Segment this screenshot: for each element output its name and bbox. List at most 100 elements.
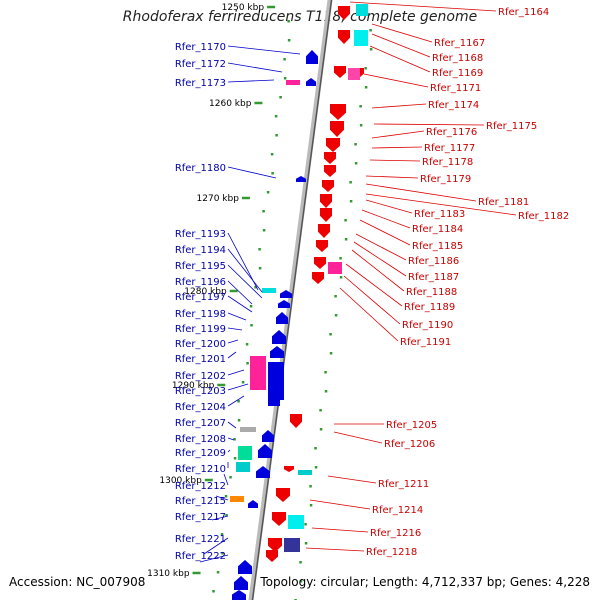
- gene-label-right: Rfer_1178: [422, 157, 473, 168]
- gene-label-right: Rfer_1216: [370, 528, 421, 539]
- feature-dot: [250, 324, 253, 327]
- gene-label-right: Rfer_1179: [420, 174, 471, 185]
- gene-features: [230, 4, 368, 600]
- gene-label-right: Rfer_1168: [432, 53, 483, 64]
- tick-label: 1260 kbp: [209, 99, 252, 109]
- feature-dot: [287, 20, 290, 23]
- forward-gene-arrow: [284, 466, 294, 472]
- gene-label-left: Rfer_1198: [175, 309, 226, 320]
- feature-dot: [212, 590, 215, 593]
- forward-gene-arrow: [268, 538, 282, 552]
- leader-line: [227, 421, 237, 429]
- feature-dot: [309, 485, 312, 488]
- feature-dot: [339, 276, 343, 279]
- leader-line: [227, 395, 245, 407]
- gene-box-cyan: [354, 30, 368, 46]
- gene-box-cyan: [356, 4, 368, 16]
- reverse-gene-arrow: [306, 78, 316, 86]
- feature-dot: [299, 561, 302, 564]
- leader-line: [227, 383, 249, 391]
- label-leader-lines: [199, 1, 517, 563]
- feature-dot: [344, 219, 347, 222]
- leader-line: [227, 351, 237, 359]
- leader-line: [227, 449, 231, 453]
- reverse-gene-arrow: [280, 290, 292, 298]
- gene-label-left: Rfer_1196: [175, 277, 226, 288]
- gene-box-pink: [348, 68, 360, 80]
- reverse-gene-arrow: [270, 346, 284, 358]
- feature-dot: [221, 552, 224, 555]
- reverse-gene-arrow: [278, 300, 290, 308]
- forward-gene-arrow: [326, 138, 340, 152]
- gene-label-right: Rfer_1177: [424, 143, 475, 154]
- feature-dot: [266, 191, 270, 194]
- forward-gene-arrow: [330, 104, 346, 120]
- map-title: Rhodoferax ferrireducens T118, complete …: [122, 9, 478, 25]
- reverse-gene-arrow: [232, 590, 246, 600]
- leader-line: [333, 431, 383, 444]
- gene-label-left: Rfer_1221: [175, 534, 226, 545]
- gene-label-left: Rfer_1180: [175, 163, 226, 174]
- feature-dot: [314, 466, 318, 469]
- leader-line: [227, 45, 301, 55]
- gene-box-cyan: [262, 288, 276, 293]
- gene-label-left: Rfer_1215: [175, 496, 226, 507]
- leader-line: [339, 287, 399, 342]
- gene-label-left: Rfer_1210: [175, 464, 226, 475]
- feature-dot: [359, 105, 362, 108]
- feature-dot: [270, 153, 274, 156]
- gene-box-green: [238, 446, 252, 460]
- gene-label-left: Rfer_1208: [175, 434, 226, 445]
- forward-gene-arrow: [272, 512, 286, 526]
- feature-dot: [304, 523, 307, 526]
- leader-line: [223, 473, 229, 486]
- feature-dot: [225, 514, 228, 517]
- gene-box-cyan: [236, 462, 250, 472]
- feature-dot: [314, 447, 317, 450]
- feature-dot: [245, 343, 249, 346]
- gene-box-blue: [268, 362, 284, 400]
- leader-line: [227, 280, 253, 305]
- gene-label-left: Rfer_1194: [175, 245, 226, 256]
- leader-line: [365, 193, 517, 216]
- gene-label-left: Rfer_1217: [175, 512, 226, 523]
- gene-label-right: Rfer_1164: [498, 7, 549, 18]
- gene-label-right: Rfer_1184: [412, 224, 463, 235]
- gene-label-left: Rfer_1199: [175, 324, 226, 335]
- genome-backbone: [248, 0, 333, 600]
- forward-gene-arrow: [322, 180, 334, 192]
- gene-label-right: Rfer_1218: [366, 547, 417, 558]
- gene-box-pink: [328, 262, 342, 274]
- gene-box-pink: [286, 80, 300, 85]
- tick-label: 1300 kbp: [159, 476, 202, 486]
- leader-line: [203, 537, 229, 555]
- gene-label-right: Rfer_1169: [432, 68, 483, 79]
- leader-line: [309, 499, 371, 510]
- feature-dot: [241, 381, 245, 384]
- feature-dot: [334, 295, 337, 298]
- leader-line: [311, 527, 369, 533]
- gene-label-left: Rfer_1197: [175, 292, 226, 303]
- gene-label-right: Rfer_1186: [408, 256, 459, 267]
- forward-gene-arrow: [338, 6, 350, 20]
- gene-label-left: Rfer_1193: [175, 229, 226, 240]
- leader-line: [227, 264, 263, 299]
- feature-dot: [262, 229, 266, 232]
- leader-line: [227, 79, 275, 83]
- feature-dot: [287, 39, 291, 42]
- feature-dot: [233, 457, 237, 460]
- forward-gene-arrow: [324, 165, 336, 177]
- forward-gene-arrow: [320, 194, 332, 208]
- gene-label-left: Rfer_1200: [175, 339, 226, 350]
- gene-label-left: Rfer_1195: [175, 261, 226, 272]
- reverse-gene-arrow: [238, 560, 252, 574]
- feature-dot: [349, 181, 352, 184]
- leader-line: [227, 166, 277, 179]
- feature-dot: [339, 257, 342, 260]
- feature-dot: [359, 124, 363, 127]
- feature-dot: [283, 77, 287, 80]
- gene-label-left: Rfer_1170: [175, 42, 226, 53]
- forward-gene-arrow: [330, 121, 344, 137]
- leader-line: [227, 437, 235, 441]
- feature-dot: [329, 352, 333, 355]
